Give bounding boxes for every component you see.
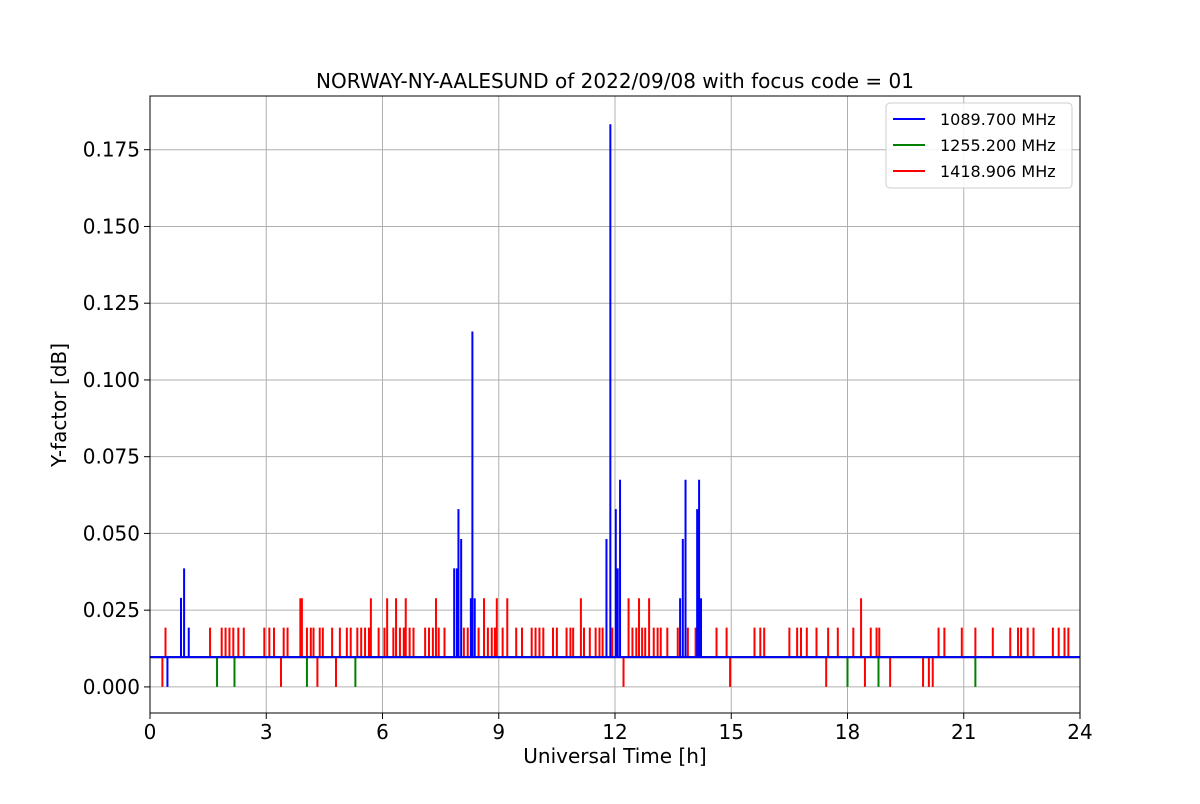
plot-data — [150, 124, 1080, 687]
y-tick-label: 0.125 — [83, 291, 140, 315]
x-tick-label: 15 — [719, 720, 744, 744]
y-tick-label: 0.150 — [83, 214, 140, 238]
series-line-0 — [150, 124, 1080, 687]
legend: 1089.700 MHz 1255.200 MHz 1418.906 MHz — [885, 102, 1073, 189]
x-tick-label: 6 — [376, 720, 389, 744]
x-axis-ticks: 0 3 6 9 12 15 18 21 24 — [144, 713, 1093, 744]
legend-box — [885, 102, 1073, 189]
series-line-2 — [150, 598, 1080, 687]
y-tick-label: 0.075 — [83, 445, 140, 469]
x-tick-label: 3 — [260, 720, 273, 744]
x-tick-label: 21 — [951, 720, 976, 744]
x-tick-label: 18 — [835, 720, 860, 744]
y-tick-label: 0.000 — [83, 675, 140, 699]
y-tick-label: 0.025 — [83, 598, 140, 622]
y-axis-ticks: 0.000 0.025 0.050 0.075 0.100 0.125 0.150 0.175 — [83, 138, 150, 699]
legend-label: 1255.200 MHz — [940, 136, 1056, 155]
x-tick-label: 0 — [144, 720, 157, 744]
x-tick-label: 24 — [1067, 720, 1092, 744]
y-axis-label: Y-factor [dB] — [47, 343, 71, 468]
x-axis-label: Universal Time [h] — [523, 744, 706, 768]
y-tick-label: 0.175 — [83, 138, 140, 162]
y-tick-label: 0.050 — [83, 521, 140, 545]
legend-label: 1089.700 MHz — [940, 110, 1056, 129]
x-tick-label: 12 — [602, 720, 627, 744]
y-tick-label: 0.100 — [83, 368, 140, 392]
legend-label: 1418.906 MHz — [940, 162, 1056, 181]
x-tick-label: 9 — [492, 720, 505, 744]
chart-title: NORWAY-NY-AALESUND of 2022/09/08 with fo… — [316, 69, 914, 93]
